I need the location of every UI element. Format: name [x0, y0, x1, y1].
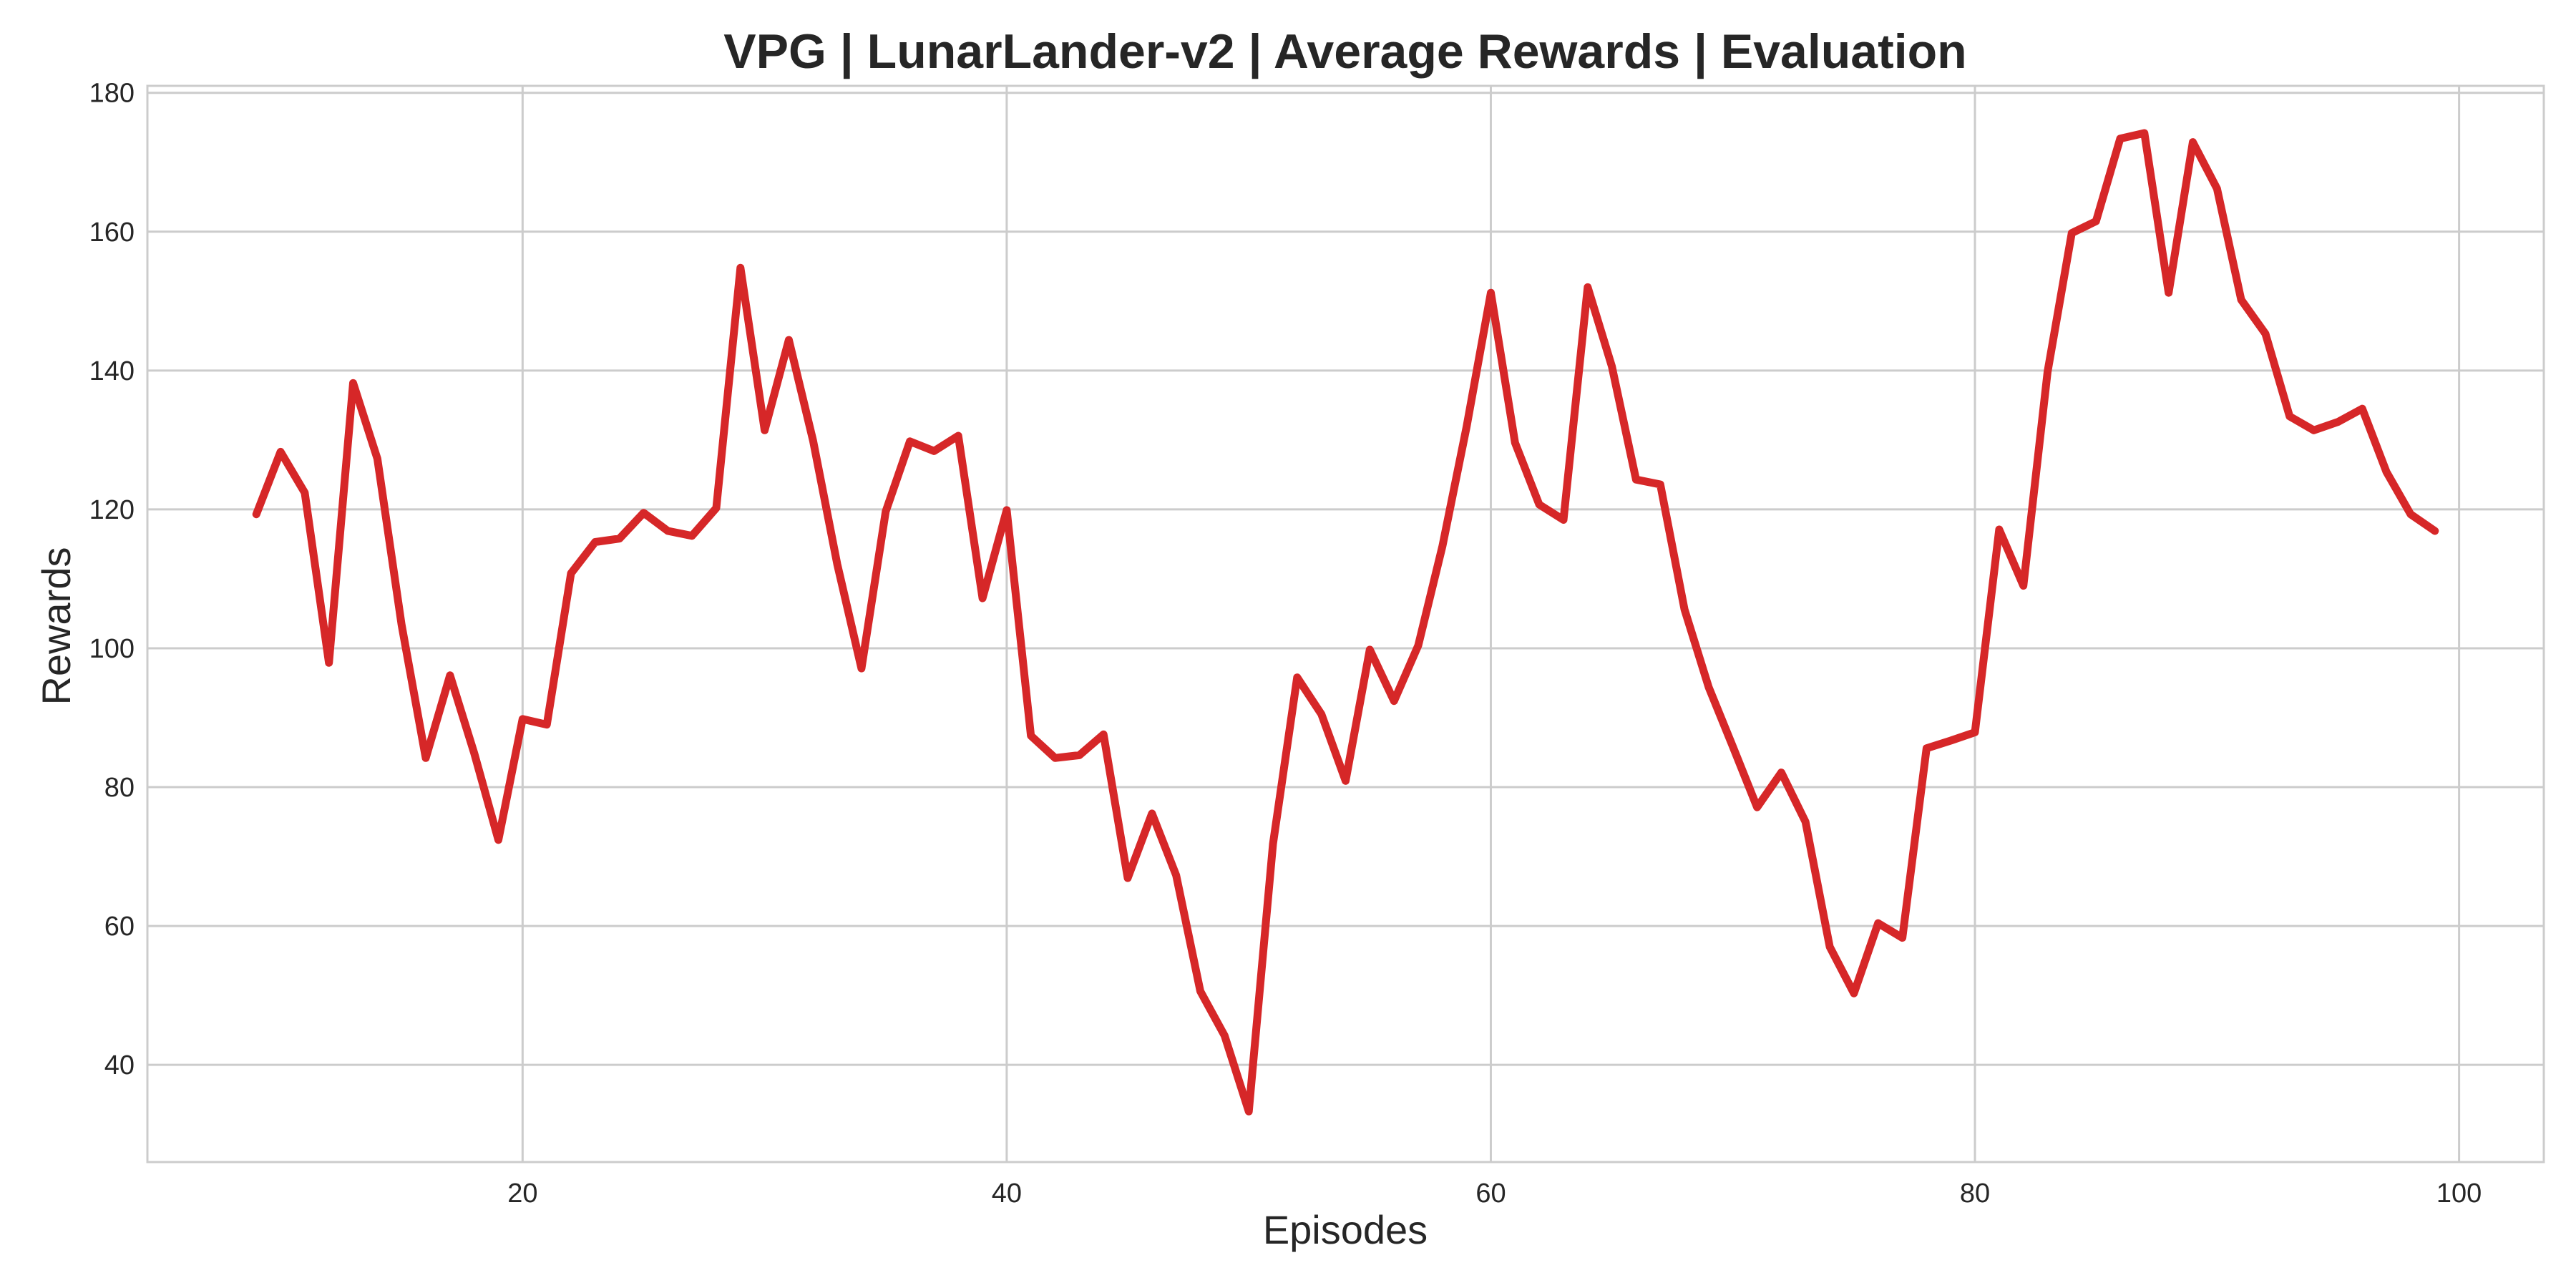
- series-layer: [252, 129, 2439, 1116]
- y-tick-label: 80: [104, 773, 135, 803]
- x-tick-label: 40: [992, 1179, 1022, 1209]
- tick-labels: 20 40 60 80 100 40 60 80 100 120 140 160 180: [89, 79, 2482, 1209]
- grid-lines: [147, 86, 2544, 1162]
- x-tick-label: 80: [1960, 1179, 1990, 1209]
- y-tick-label: 100: [89, 634, 135, 664]
- y-tick-label: 160: [89, 218, 135, 248]
- series-line: [252, 129, 2439, 1116]
- y-tick-label: 180: [89, 79, 135, 109]
- y-tick-label: 140: [89, 356, 135, 386]
- y-tick-label: 60: [104, 912, 135, 942]
- x-tick-label: 20: [507, 1179, 537, 1209]
- y-tick-label: 40: [104, 1050, 135, 1080]
- x-tick-label: 60: [1475, 1179, 1506, 1209]
- x-tick-label: 100: [2436, 1179, 2482, 1209]
- plot-area-frame: [146, 84, 2545, 1163]
- y-axis-label: Rewards: [34, 547, 79, 706]
- chart-title: VPG | LunarLander-v2 | Average Rewards |…: [723, 24, 1966, 79]
- x-axis-label: Episodes: [1263, 1207, 1428, 1252]
- y-tick-label: 120: [89, 495, 135, 525]
